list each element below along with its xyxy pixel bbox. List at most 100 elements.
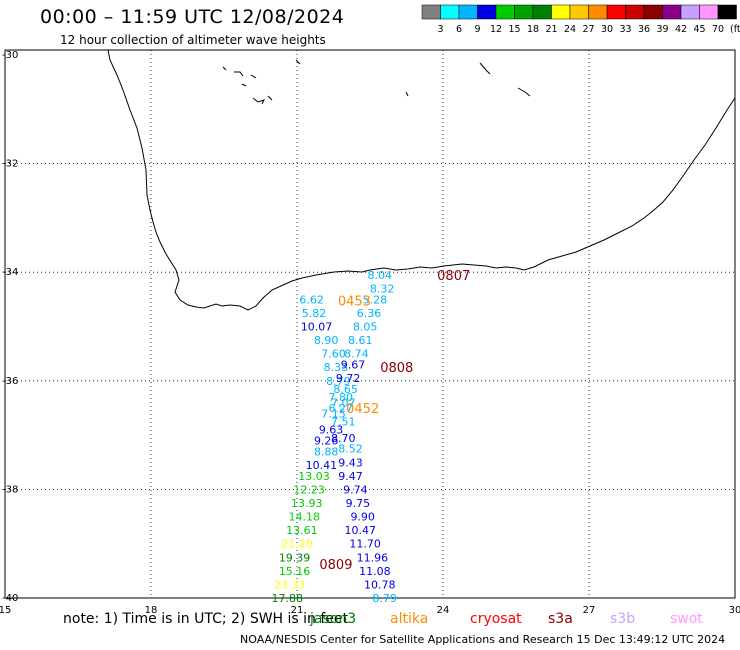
wave-height-label: 11.08 <box>359 565 391 578</box>
map-frame <box>4 49 736 599</box>
colorbar-tick-label: 3 <box>437 24 443 35</box>
wave-height-label: 9.72 <box>336 372 361 385</box>
wave-height-label: 13.93 <box>291 497 323 510</box>
wave-height-label: 7.51 <box>331 416 356 429</box>
colorbar-tick-label: 6 <box>456 24 462 35</box>
wave-height-label: 8.65 <box>333 383 358 396</box>
wave-height-label: 5.28 <box>363 293 388 306</box>
longitude-tick-label: 18 <box>145 605 158 616</box>
wave-height-label: 10.07 <box>301 321 333 334</box>
map-subtitle: 12 hour collection of altimeter wave hei… <box>60 33 326 47</box>
colorbar-tick-label: 30 <box>601 24 613 35</box>
wave-height-label: 17.88 <box>272 592 304 605</box>
wave-height-label: 9.74 <box>343 483 368 496</box>
wave-height-label: 11.70 <box>349 538 381 551</box>
island-cluster <box>222 59 531 105</box>
wave-height-label: 23.33 <box>274 578 306 591</box>
wave-height-label: 5.82 <box>302 307 327 320</box>
wave-height-label: 9.43 <box>338 456 363 469</box>
wave-height-label: 6.27 <box>329 402 354 415</box>
colorbar-tick-label: 18 <box>527 24 539 35</box>
legend-satellite-altika: altika <box>390 611 429 627</box>
latitude-tick-label: -36 <box>2 376 18 387</box>
wave-height-label: 7.07 <box>331 397 356 410</box>
pass-time-label: 0808 <box>380 361 413 376</box>
wave-height-label: 13.03 <box>298 470 330 483</box>
wave-height-label: 7.60 <box>321 348 346 361</box>
legend-satellite-jason3: jason3 <box>310 611 357 627</box>
wave-height-label: 12.23 <box>293 483 325 496</box>
latitude-tick-label: -32 <box>2 159 18 170</box>
wave-height-label: 8.05 <box>353 321 378 334</box>
wave-height-label: 9.67 <box>341 359 366 372</box>
colorbar-tick-label: 15 <box>508 24 520 35</box>
wave-height-label: 8.04 <box>367 269 392 282</box>
latitude-tick-label: -38 <box>2 484 18 495</box>
colorbar-swatch <box>717 4 737 20</box>
wave-height-label: 10.78 <box>364 578 396 591</box>
wave-height-label: 6.62 <box>299 293 324 306</box>
satellite-pass-labels: 0807 0453 0808 0452 0809 <box>319 269 470 573</box>
wave-height-label: 8.79 <box>372 592 397 605</box>
colorbar-tick-label: 45 <box>693 24 705 35</box>
colorbar-tick-label: 27 <box>582 24 594 35</box>
wave-height-label: 14.18 <box>289 511 321 524</box>
wave-height-label: 9.26 <box>314 435 339 448</box>
colorbar-tick-label: 42 <box>675 24 687 35</box>
wave-height-label: 8.52 <box>338 443 363 456</box>
wave-height-label: 7.15 <box>321 407 346 420</box>
wave-height-label: 8.90 <box>314 334 339 347</box>
wave-height-label: 8.32 <box>370 282 395 295</box>
wave-height-label: 9.47 <box>338 470 363 483</box>
wave-height-labels: 8.048.32 6.62 5.28 5.82 6.36 10.07 8.05 8.90 8.6… <box>272 269 397 605</box>
colorbar-tick-label: 36 <box>638 24 650 35</box>
footnote: note: 1) Time is in UTC; 2) SWH is in fe… <box>63 611 349 627</box>
coastline <box>107 49 736 311</box>
longitude-tick-label: 15 <box>0 605 11 616</box>
colorbar-tick-label: 24 <box>564 24 576 35</box>
colorbar-tick-label: 12 <box>490 24 502 35</box>
colorbar-tick-label: 9 <box>474 24 480 35</box>
wave-height-label: 9.90 <box>350 511 375 524</box>
colorbar-tick-label: 39 <box>656 24 668 35</box>
longitude-tick-label: 24 <box>437 605 450 616</box>
wave-height-label: 7.80 <box>329 391 354 404</box>
wave-height-label: 10.47 <box>345 524 377 537</box>
wave-height-label: 21.20 <box>281 538 313 551</box>
wave-height-label: 19.39 <box>279 551 311 564</box>
wave-height-label: 13.61 <box>286 524 318 537</box>
colorbar-tick-label: 70 <box>712 24 724 35</box>
wave-height-label: 8.61 <box>348 334 373 347</box>
wave-height-label: 8.88 <box>314 445 339 458</box>
longitude-tick-label: 27 <box>583 605 596 616</box>
colorbar-tick-label: 33 <box>619 24 631 35</box>
wave-height-label: 9.63 <box>319 424 344 437</box>
pass-time-label: 0453 <box>338 294 371 309</box>
colorbar-tick-label: 21 <box>545 24 557 35</box>
legend-satellite-cryosat: cryosat <box>470 611 522 627</box>
wave-height-label: 8.70 <box>331 432 356 445</box>
wave-height-label: 11.96 <box>357 551 389 564</box>
latitude-tick-label: -40 <box>2 593 18 604</box>
legend-satellite-s3b: s3b <box>610 611 636 627</box>
wave-height-label: 15.16 <box>279 565 311 578</box>
longitude-tick-label: 21 <box>291 605 304 616</box>
map-title: 00:00 – 11:59 UTC 12/08/2024 <box>40 6 345 28</box>
pass-time-label: 0807 <box>437 269 470 284</box>
wave-height-label: 10.41 <box>306 459 338 472</box>
wave-height-label: 8.74 <box>344 348 369 361</box>
legend-satellite-s3a: s3a <box>548 611 573 627</box>
credit-line: NOAA/NESDIS Center for Satellite Applica… <box>240 633 726 646</box>
pass-time-label: 0809 <box>319 558 352 573</box>
pass-time-label: 0452 <box>346 402 379 417</box>
latitude-tick-label: -30 <box>2 50 18 61</box>
wave-height-label: 8.33 <box>324 361 349 374</box>
wave-height-label: 9.75 <box>346 497 371 510</box>
longitude-tick-label: 30 <box>729 605 740 616</box>
colorbar-unit-label: (ft) <box>730 24 740 35</box>
lat-lon-grid <box>5 50 735 598</box>
latitude-tick-label: -34 <box>2 267 18 278</box>
legend-satellite-swot: swot <box>670 611 703 627</box>
